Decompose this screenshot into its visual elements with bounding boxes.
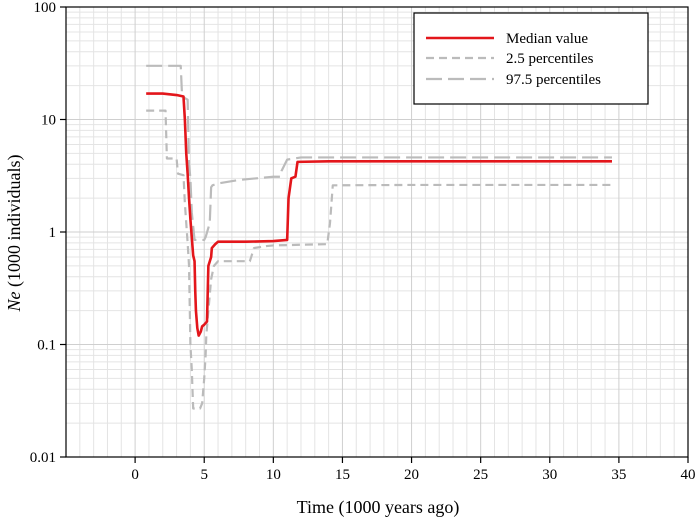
y-tick-label: 1 — [49, 225, 57, 241]
y-tick-label: 100 — [34, 0, 57, 16]
series-line-p2-5 — [146, 109, 612, 410]
legend-label-median: Median value — [506, 31, 588, 47]
y-tick-label: 0.01 — [30, 450, 56, 466]
series-line-p97-5 — [146, 64, 612, 242]
ticks-layer: 0 5 10 15 20 25 30 35 40 0.01 0.1 1 10 100 — [30, 0, 696, 483]
x-tick-label: 15 — [335, 467, 350, 483]
y-axis-title: Ne (1000 individuals) — [4, 155, 25, 313]
x-tick-label: 35 — [611, 467, 626, 483]
major-grid — [66, 7, 688, 457]
x-tick-label: 5 — [200, 467, 208, 483]
y-tick-label: 0.1 — [37, 338, 56, 354]
x-tick-label: 0 — [131, 467, 139, 483]
x-tick-label: 25 — [473, 467, 488, 483]
x-tick-label: 20 — [404, 467, 419, 483]
legend: Median value 2.5 percentiles 97.5 percen… — [413, 12, 649, 105]
y-tick-label: 10 — [41, 113, 56, 129]
series-line-median — [146, 92, 612, 337]
y-axis-title-italic: Ne — [4, 291, 24, 312]
series-layer — [146, 64, 612, 410]
x-tick-label: 40 — [681, 467, 696, 483]
x-tick-label: 10 — [266, 467, 281, 483]
x-axis-title: Time (1000 years ago) — [297, 497, 460, 518]
y-axis-title-rest: (1000 individuals) — [4, 155, 25, 292]
x-tick-label: 30 — [542, 467, 557, 483]
legend-label-p97-5: 97.5 percentiles — [506, 72, 601, 88]
legend-label-p2-5: 2.5 percentiles — [506, 51, 594, 67]
